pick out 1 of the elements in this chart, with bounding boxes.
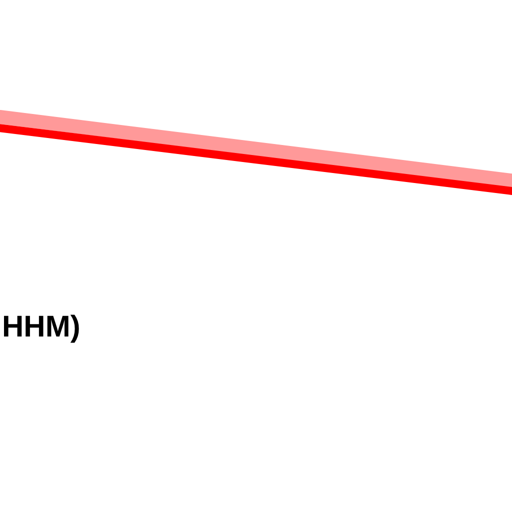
- text: HHM): [2, 310, 80, 344]
